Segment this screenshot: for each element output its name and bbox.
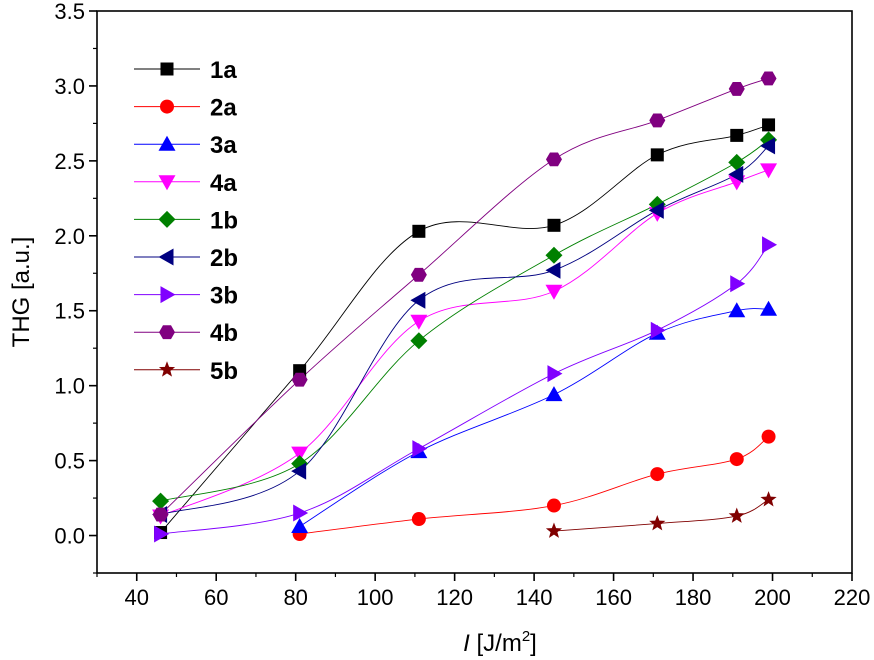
data-point-1b (410, 332, 428, 350)
x-tick-label: 60 (204, 585, 228, 610)
data-point-1a (650, 148, 664, 162)
data-point-1a (730, 128, 744, 142)
legend-marker-2a (160, 99, 174, 114)
legend-label-2b: 2b (210, 245, 238, 272)
data-point-5b (728, 507, 745, 523)
data-point-4b (728, 82, 745, 96)
data-point-2a (411, 512, 426, 527)
legend-marker-4b (159, 325, 175, 340)
x-tick-label: 100 (357, 585, 394, 610)
series-line-4a (160, 169, 769, 517)
legend-label-3b: 3b (210, 283, 238, 310)
data-point-4a (545, 284, 563, 300)
data-point-2a (761, 429, 776, 444)
legend-label-4b: 4b (210, 320, 238, 347)
x-tick-label: 80 (283, 585, 307, 610)
data-point-2b (291, 462, 307, 480)
legend-marker-1b (158, 210, 176, 228)
data-point-5b (545, 522, 563, 538)
legend-marker-4a (158, 175, 176, 191)
data-point-1a (762, 118, 776, 132)
x-axis-label: I [J/m2] (463, 628, 537, 657)
x-tick-label: 220 (834, 585, 871, 610)
data-point-5b (649, 515, 666, 531)
legend-label-5b: 5b (210, 358, 238, 385)
data-point-4b (291, 372, 308, 387)
x-tick-label: 200 (754, 585, 791, 610)
data-point-1b (545, 246, 563, 264)
x-tick-label: 160 (595, 585, 632, 610)
data-point-5b (760, 491, 777, 507)
y-tick-label: 1.0 (54, 374, 85, 399)
plot-frame (96, 10, 853, 574)
series-markers (152, 71, 778, 543)
data-point-4b (410, 267, 427, 282)
legend-label-1b: 1b (210, 207, 238, 234)
y-tick-label: 2.5 (54, 149, 85, 174)
x-axis-label-superscript: 2 (522, 628, 530, 645)
legend-label-3a: 3a (210, 132, 237, 159)
data-point-1b (152, 492, 170, 510)
data-point-3a (545, 386, 563, 402)
data-point-4b (649, 113, 666, 128)
data-point-4a (760, 163, 778, 179)
data-point-2b (760, 137, 776, 155)
data-point-4b (152, 507, 169, 522)
y-tick-label: 3.5 (54, 0, 85, 24)
data-point-3a (291, 518, 309, 534)
data-point-3a (728, 302, 746, 318)
data-point-2a (650, 467, 665, 482)
x-tick-label: 140 (516, 585, 553, 610)
y-tick-label: 1.5 (54, 299, 85, 324)
data-point-2b (648, 201, 664, 219)
x-tick-label: 120 (436, 585, 473, 610)
data-point-3a (760, 300, 778, 316)
legend-marker-3a (158, 135, 176, 151)
data-point-3b (762, 236, 778, 254)
x-tick-label: 180 (675, 585, 712, 610)
data-point-4b (545, 152, 562, 167)
x-axis-label-symbol: I (463, 630, 470, 657)
data-point-3b (293, 504, 309, 522)
data-point-4a (291, 446, 309, 462)
data-point-3b (547, 365, 563, 383)
data-point-1a (547, 218, 561, 232)
series-line-5b (553, 499, 769, 532)
legend-marker-5b (158, 361, 176, 377)
data-point-4b (760, 71, 777, 86)
legend-marker-1a (160, 62, 174, 76)
y-tick-label: 2.0 (54, 224, 85, 249)
data-point-3b (412, 440, 428, 458)
legend-marker-2b (158, 248, 174, 266)
data-point-2b (410, 291, 426, 309)
data-point-1a (412, 224, 426, 238)
y-tick-label: 3.0 (54, 74, 85, 99)
data-point-1b (728, 153, 746, 171)
y-axis-label: THG [a.u.] (8, 237, 35, 348)
legend-label-2a: 2a (210, 95, 237, 122)
data-point-2a (546, 498, 561, 513)
axis-ticks: 40 60 80 100 120 140 160 180 200 220 0.0 0.5 1.0 1.5 2… (54, 0, 870, 610)
data-point-2b (545, 261, 561, 279)
legend-label-4a: 4a (210, 170, 237, 197)
data-point-3b (154, 525, 170, 543)
y-tick-label: 0.5 (54, 449, 85, 474)
data-point-4a (410, 314, 428, 330)
series-line-4b (160, 78, 769, 515)
legend: 1a 2a 3a 4a 1b 2b 3b 4b 5b (134, 57, 238, 385)
data-point-2a (729, 452, 744, 467)
legend-label-1a: 1a (210, 57, 237, 84)
series-line-1a (160, 124, 769, 533)
y-tick-label: 0.0 (54, 524, 85, 549)
data-point-3b (650, 321, 666, 339)
legend-marker-3b (160, 286, 176, 304)
x-axis-label-close: ] (530, 630, 537, 657)
data-point-2b (728, 165, 744, 183)
x-axis-label-unit: [J/m (470, 630, 522, 657)
data-point-3b (730, 275, 746, 293)
x-tick-label: 40 (124, 585, 148, 610)
